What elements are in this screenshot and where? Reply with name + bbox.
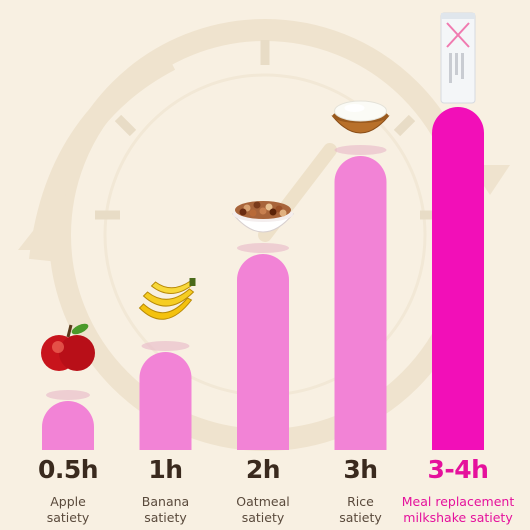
category-label-line: Meal replacement <box>401 494 515 509</box>
category-label-1: Banana satiety <box>104 494 228 526</box>
category-label-4: Meal replacement milkshake satiety <box>396 494 520 526</box>
oatmeal-bowl-icon <box>231 201 295 253</box>
bar-1 <box>139 352 192 450</box>
category-label-line: satiety <box>241 510 285 525</box>
category-label-line: Rice <box>347 494 374 509</box>
value-label-2: 2h <box>245 455 281 484</box>
bar-4 <box>432 107 484 450</box>
category-label-line: satiety <box>144 510 187 525</box>
category-label-2: Oatmeal satiety <box>201 494 325 526</box>
rice-bowl-icon <box>331 100 390 155</box>
bar-3 <box>334 156 387 451</box>
value-label-0: 0.5h <box>37 455 99 484</box>
banana-icon <box>138 278 196 351</box>
category-label-line: milkshake satiety <box>403 510 513 525</box>
milkshake-bottle-icon <box>440 12 476 104</box>
category-label-line: Oatmeal <box>236 494 290 509</box>
category-label-line: Apple <box>50 494 86 509</box>
category-label-line: satiety <box>339 510 382 525</box>
apple-icon <box>41 323 95 400</box>
value-label-3: 3h <box>343 455 378 484</box>
value-label-4: 3-4h <box>427 455 489 484</box>
category-label-3: Rice satiety <box>299 494 423 526</box>
bar-2 <box>237 254 289 450</box>
category-label-line: satiety <box>46 510 90 525</box>
category-label-0: Apple satiety <box>6 494 130 526</box>
value-label-1: 1h <box>148 455 183 484</box>
category-label-line: Banana <box>141 494 190 509</box>
bar-0 <box>42 401 94 450</box>
